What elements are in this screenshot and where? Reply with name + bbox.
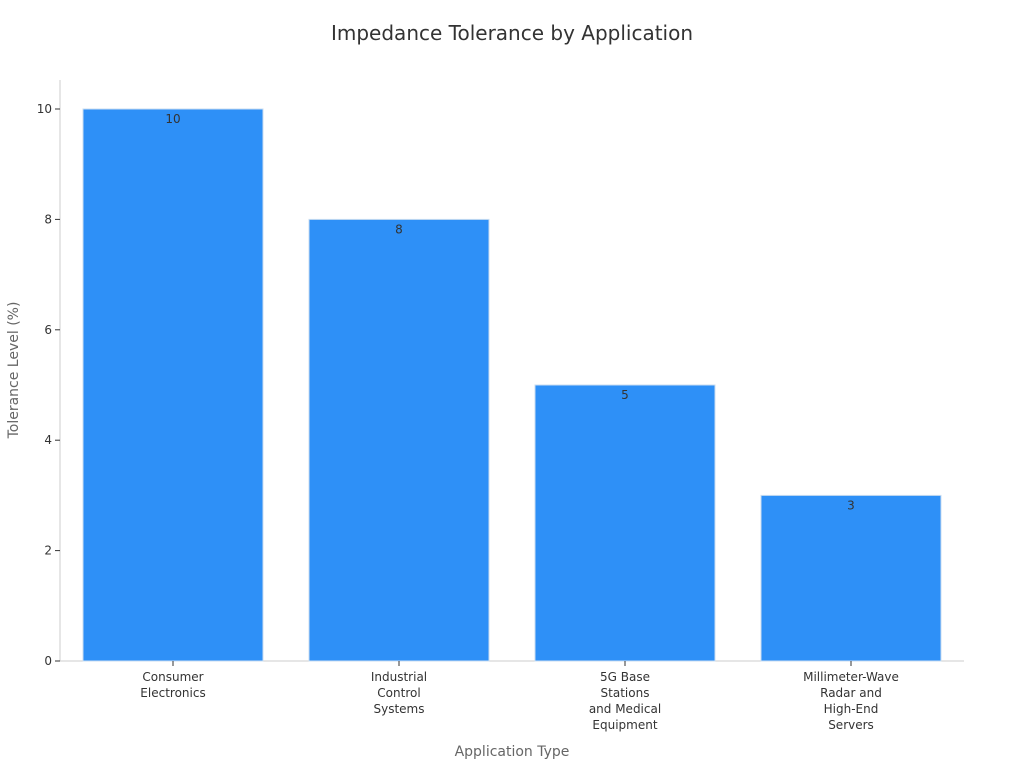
x-axis-title: Application Type	[455, 744, 570, 760]
bar	[534, 384, 716, 662]
bar	[82, 108, 264, 662]
y-tick-label: 6	[44, 323, 52, 337]
x-tick-label: Industrial Control Systems	[371, 670, 427, 716]
y-tick-label: 4	[44, 433, 52, 447]
chart-title: Impedance Tolerance by Application	[331, 21, 693, 45]
bar-value-labels: 10 8 5 3	[165, 112, 854, 512]
y-ticks: 0 2 4 6 8 10	[37, 102, 60, 668]
bar	[308, 218, 490, 662]
y-axis-title: Tolerance Level (%)	[6, 302, 22, 440]
bar-value-label: 10	[165, 112, 180, 126]
x-ticks: Consumer Electronics Industrial Control Syst…	[140, 661, 899, 732]
y-tick-label: 8	[44, 212, 52, 226]
bar-value-label: 8	[395, 222, 403, 236]
y-tick-label: 10	[37, 102, 52, 116]
y-tick-label: 0	[44, 654, 52, 668]
x-tick-label: 5G Base Stations and Medical Equipment	[589, 670, 661, 732]
y-tick-label: 2	[44, 544, 52, 558]
bar-value-label: 5	[621, 388, 629, 402]
bar	[760, 494, 942, 662]
x-tick-label: Consumer Electronics	[140, 670, 205, 700]
bar-value-label: 3	[847, 498, 855, 512]
bars	[82, 108, 942, 662]
x-tick-label: Millimeter-Wave Radar and High-End Servers	[803, 670, 899, 732]
